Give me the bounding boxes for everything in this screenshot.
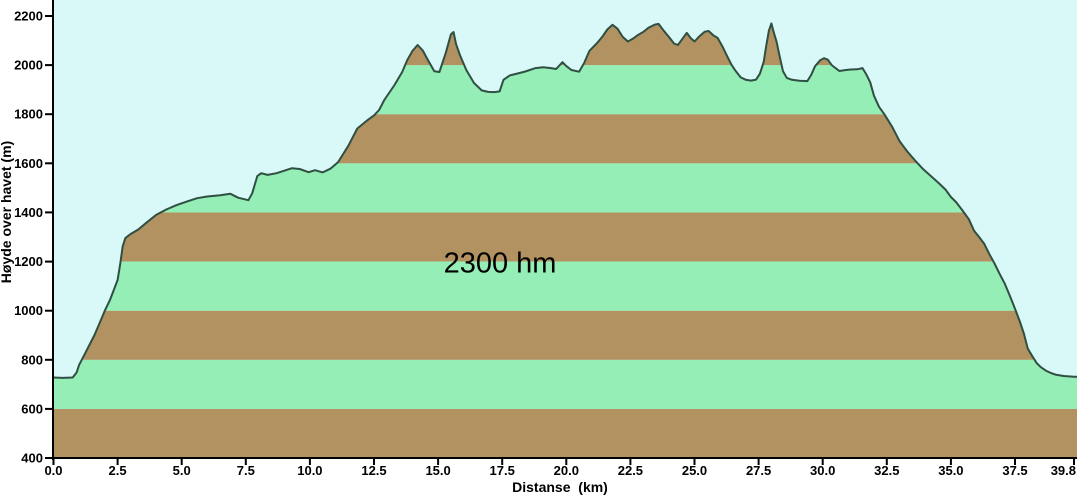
x-tick-label: 30.0 [810,463,835,478]
x-tick-mark [501,459,504,465]
x-tick-label: 22.5 [618,463,643,478]
y-tick-label: 1600 [14,156,43,171]
y-tick-label: 1400 [14,205,43,220]
band-brown [52,212,1077,262]
x-tick-label: 5.0 [173,463,191,478]
y-axis-title: Høyde over havet (m) [0,141,14,283]
x-tick-label: 20.0 [554,463,579,478]
x-tick-label: 7.5 [237,463,255,478]
y-tick-label: 1000 [14,303,43,318]
y-tick-mark [45,64,52,67]
x-tick-mark [565,459,568,465]
y-tick-mark [45,211,52,214]
x-tick-mark [1014,459,1016,465]
x-tick-label: 2.5 [109,463,127,478]
y-tick-mark [45,407,52,410]
band-green [52,359,1077,409]
band-brown [52,408,1077,458]
terrain-outline [52,22,1077,379]
x-tick-mark [116,459,119,465]
x-tick-label: 12.5 [361,463,386,478]
x-tick-mark [949,459,952,465]
y-tick-mark [45,358,52,361]
x-tick-mark [757,459,760,465]
x-tick-mark [629,459,632,465]
y-tick-mark [45,15,52,17]
x-tick-mark [437,459,440,465]
x-tick-label: 39.8 [1051,463,1076,478]
x-tick-mark [693,459,696,465]
y-tick-label: 1800 [14,107,43,122]
x-tick-mark [885,459,888,465]
x-tick-mark [821,459,824,465]
x-tick-label: 32.5 [874,463,899,478]
y-tick-mark [45,309,52,312]
band-brown [52,310,1077,360]
y-tick-mark [45,162,52,165]
y-tick-mark [45,457,52,459]
x-tick-label: 35.0 [938,463,963,478]
x-tick-label: 17.5 [490,463,515,478]
x-axis-line [52,457,1077,459]
y-tick-label: 1200 [14,254,43,269]
x-tick-label: 25.0 [682,463,707,478]
y-tick-label: 400 [21,451,43,466]
x-tick-mark [244,459,247,465]
x-tick-mark [180,459,183,465]
total-climb-annotation: 2300 hm [443,247,557,280]
y-tick-mark [45,113,52,116]
x-tick-label: 27.5 [746,463,771,478]
x-tick-mark [373,459,375,465]
x-tick-label: 37.5 [1002,463,1027,478]
y-tick-mark [45,260,52,263]
y-tick-label: 2200 [14,9,43,24]
x-axis-title: Distanse (km) [512,479,608,495]
x-tick-label: 10.0 [297,463,322,478]
band-green [52,261,1077,311]
y-tick-label: 600 [21,401,43,416]
y-tick-label: 800 [21,352,43,367]
x-tick-label: 0.0 [44,463,62,478]
x-tick-mark [308,459,311,465]
x-tick-mark [1073,459,1075,465]
y-tick-label: 2000 [14,58,43,73]
x-tick-label: 15.0 [425,463,450,478]
x-tick-mark [52,459,55,465]
y-axis-line [52,0,54,460]
